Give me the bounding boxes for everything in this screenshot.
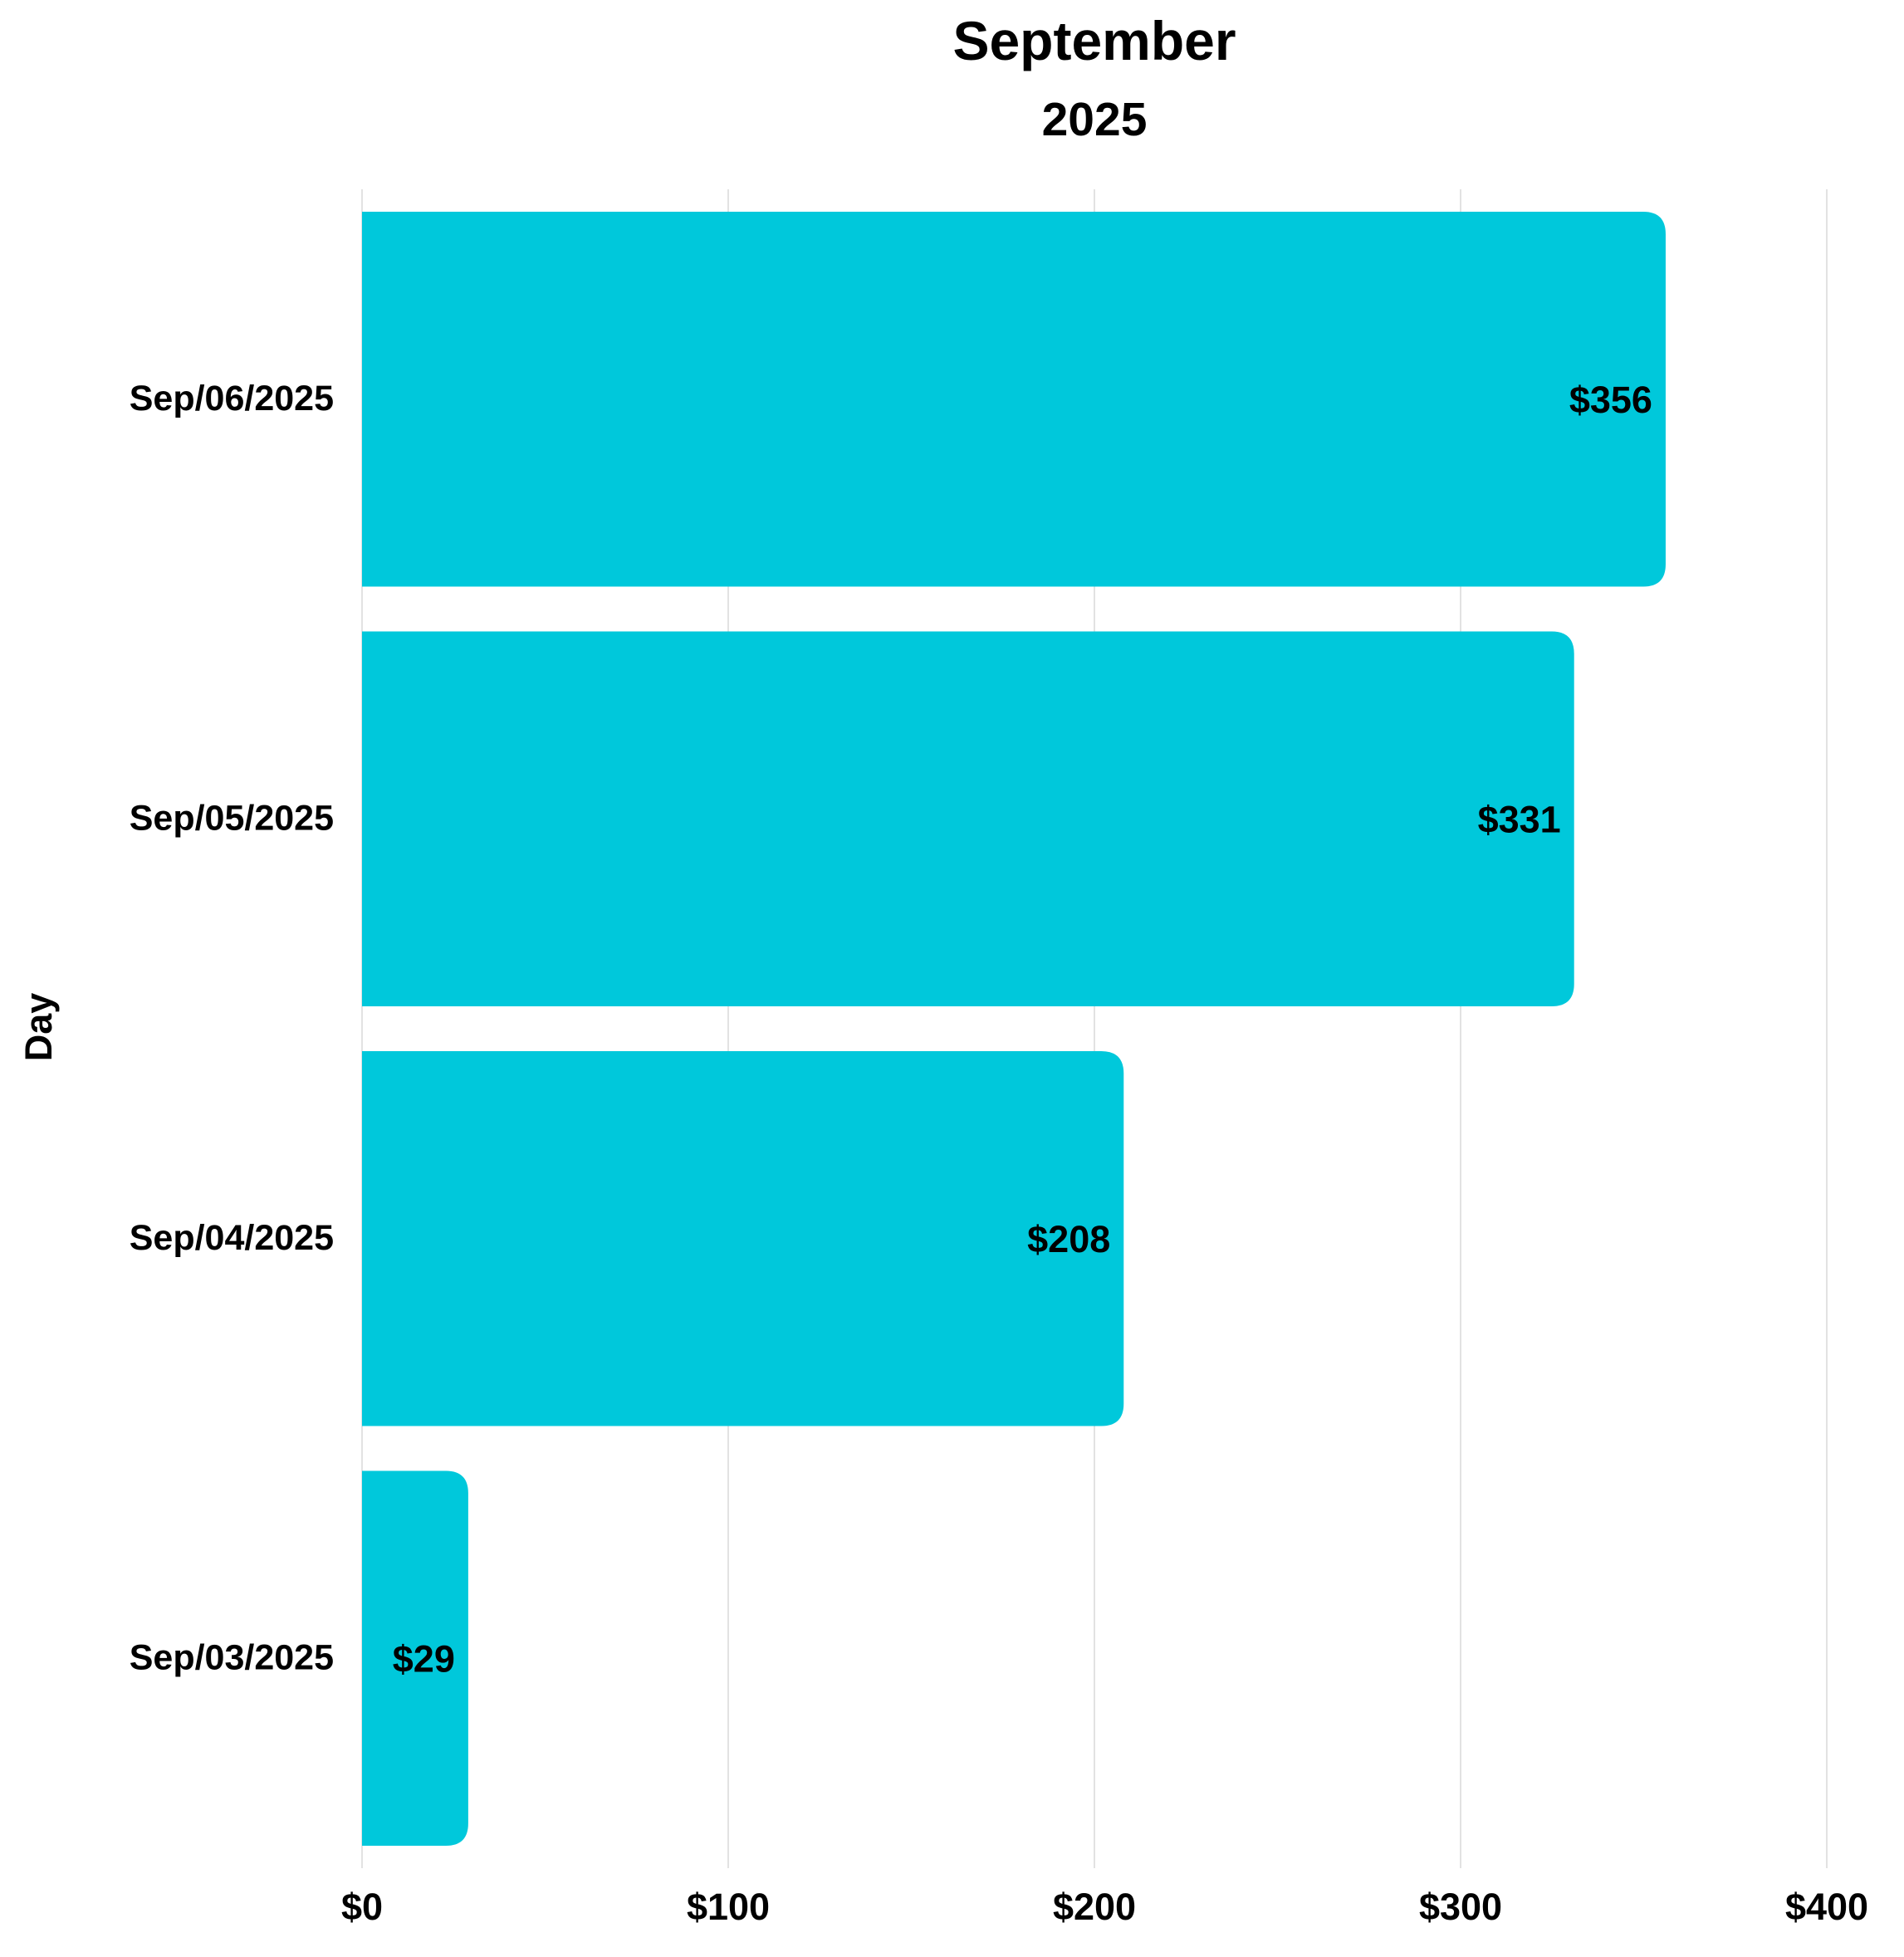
data-label-Sep/04/2025: $208 xyxy=(1027,1218,1110,1260)
y-tick-label: Sep/04/2025 xyxy=(130,1218,334,1258)
data-label-Sep/05/2025: $331 xyxy=(1478,798,1561,840)
x-tick-label: $300 xyxy=(1419,1886,1502,1928)
x-tick-labels: $0 $100 $200 $300 $400 xyxy=(341,1886,1868,1928)
x-tick-label: $200 xyxy=(1053,1886,1136,1928)
bar-Sep/04/2025 xyxy=(362,1051,1124,1426)
y-axis-title: Day xyxy=(17,993,60,1062)
y-tick-label: Sep/06/2025 xyxy=(130,379,334,418)
chart-title: September xyxy=(952,10,1236,71)
x-tick-label: $400 xyxy=(1785,1886,1868,1928)
x-tick-label: $100 xyxy=(687,1886,770,1928)
bars xyxy=(362,212,1666,1846)
data-label-Sep/06/2025: $356 xyxy=(1569,379,1652,421)
y-tick-labels: Sep/06/2025 Sep/05/2025 Sep/04/2025 Sep/03/… xyxy=(130,379,334,1678)
y-tick-label: Sep/05/2025 xyxy=(130,798,334,838)
chart-subtitle: 2025 xyxy=(1042,93,1148,146)
data-label-Sep/03/2025: $29 xyxy=(393,1637,455,1680)
x-tick-label: $0 xyxy=(341,1886,383,1928)
y-tick-label: Sep/03/2025 xyxy=(130,1637,334,1677)
bar-Sep/03/2025 xyxy=(362,1470,468,1846)
data-labels: $356 $331 $208 $29 xyxy=(393,379,1652,1681)
bar-Sep/06/2025 xyxy=(362,212,1666,587)
bar-Sep/05/2025 xyxy=(362,631,1574,1006)
